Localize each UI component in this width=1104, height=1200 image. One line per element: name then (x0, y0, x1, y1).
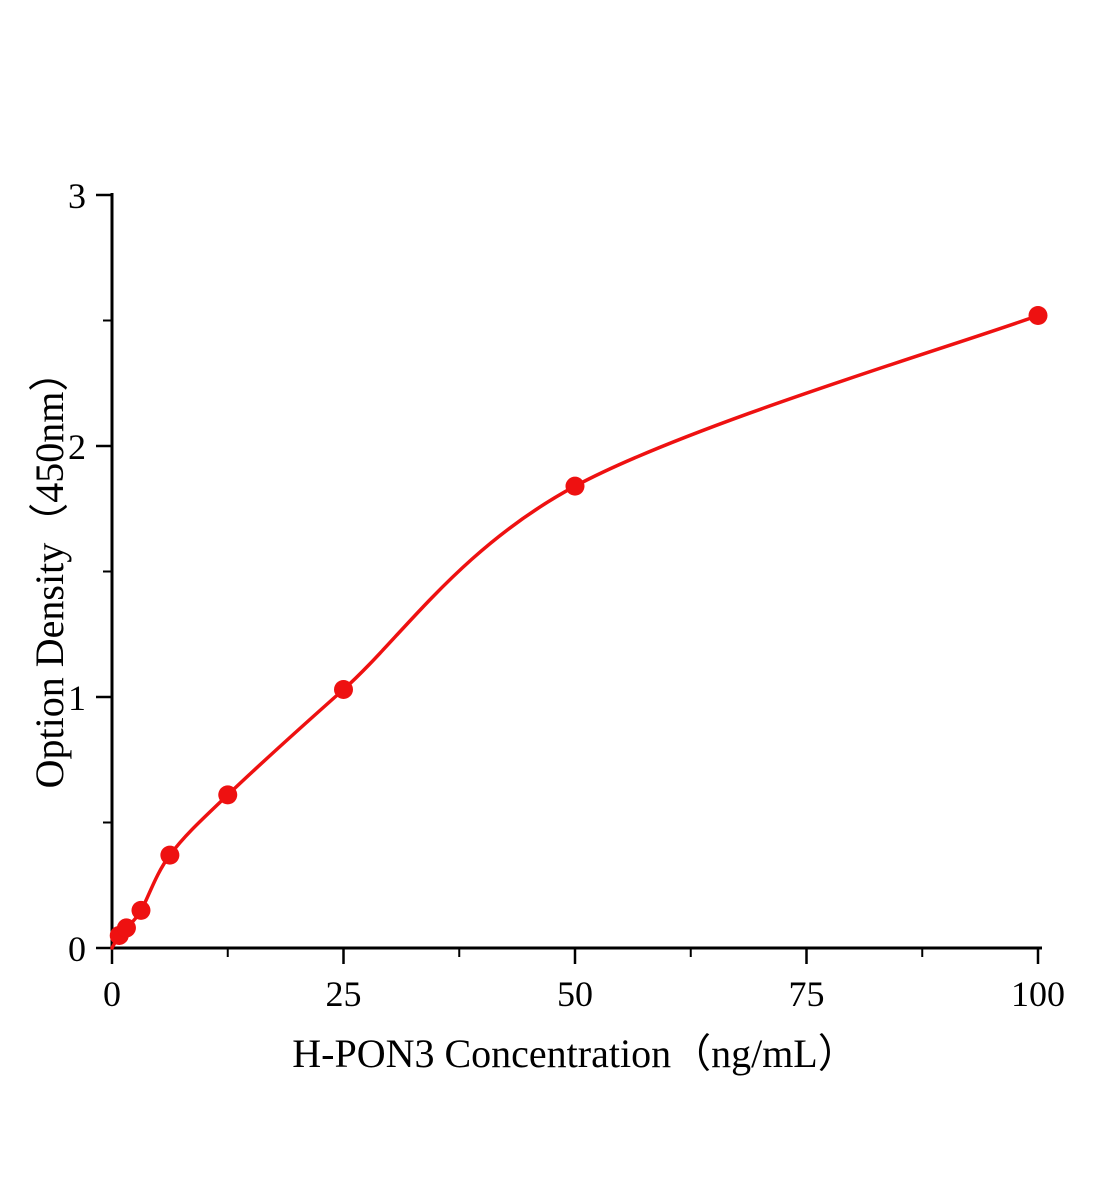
y-axis-title: Option Density（450nm） (27, 351, 72, 789)
data-point (565, 476, 585, 496)
data-point (160, 845, 180, 865)
curve-path (110, 313, 1040, 950)
data-point (131, 900, 151, 920)
x-tick-label: 50 (557, 974, 593, 1014)
data-point (1028, 305, 1048, 325)
x-tick-label: 75 (789, 974, 825, 1014)
y-tick-label: 0 (68, 929, 86, 969)
data-point (218, 785, 238, 805)
data-point (334, 679, 353, 699)
y-tick-label: 3 (68, 176, 86, 216)
data-point (116, 918, 136, 938)
x-tick-label: 100 (1011, 974, 1065, 1014)
x-tick-label: 25 (326, 974, 362, 1014)
x-tick-label: 0 (103, 974, 121, 1014)
x-axis-title: H-PON3 Concentration（ng/mL） (292, 1031, 858, 1076)
y-tick-label: 1 (68, 678, 86, 718)
y-tick-label: 2 (68, 427, 86, 467)
